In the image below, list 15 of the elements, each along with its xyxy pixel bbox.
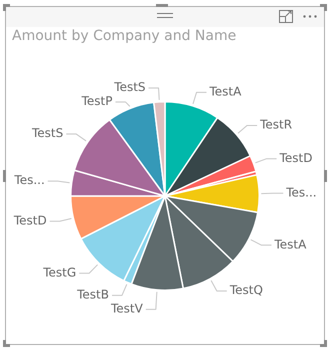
slice-label: TestV — [110, 301, 144, 316]
slice-label: TestP — [80, 94, 112, 108]
slice-label: TestS — [113, 80, 146, 94]
slice-label: TestD — [278, 150, 312, 165]
slice-label: TestS — [30, 126, 64, 140]
slice-label: Tes... — [13, 173, 45, 188]
slice-label: TestG — [42, 265, 76, 280]
slice-label: TestD — [12, 213, 47, 228]
slice-label: TestQ — [228, 283, 263, 298]
chart-title: Amount by Company and Name — [12, 28, 236, 44]
slice-label: TestA — [273, 237, 308, 252]
slice-label: Tes... — [285, 185, 317, 200]
slice-label: TestB — [76, 287, 110, 302]
slice-label: TestA — [208, 84, 242, 99]
slice-label: TestR — [259, 118, 292, 132]
